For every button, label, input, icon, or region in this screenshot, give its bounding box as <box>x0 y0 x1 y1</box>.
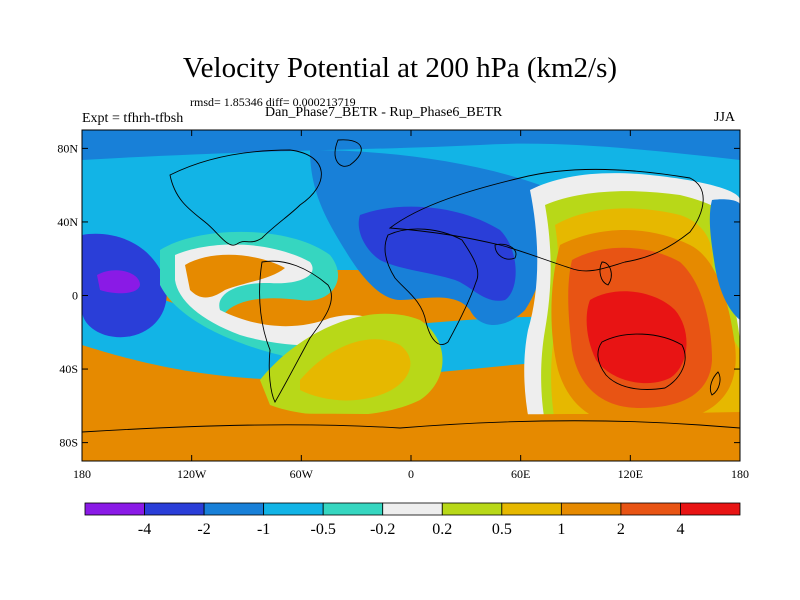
colorbar-label: 0.2 <box>432 521 452 538</box>
colorbar-swatch <box>620 502 681 516</box>
field-eastpac-max <box>185 254 285 298</box>
coast-new-zealand <box>709 371 721 396</box>
colorbar-swatch <box>560 502 622 516</box>
stats-label: rmsd= 1.85346 diff= 0.000213719 <box>190 95 356 109</box>
coast-south-america <box>259 260 332 403</box>
colorbar: -4 -2 -1 -0.5 -0.2 0.2 0.5 1 2 4 <box>84 502 741 538</box>
y-tick-label: 40N <box>57 215 78 229</box>
colorbar-label: -1 <box>257 521 270 538</box>
colorbar-label: -2 <box>197 521 210 538</box>
colorbar-swatch <box>441 502 503 516</box>
coast-greenland <box>334 139 362 167</box>
x-tick-label: 60E <box>511 467 530 481</box>
colorbar-label: 0.5 <box>492 521 512 538</box>
experiment-label: Expt = tfhrh-tfbsh <box>82 111 184 126</box>
coast-eurasia <box>388 168 704 272</box>
axis-ticks: 180 120W 60W 0 60E 120E 180 80N 40N 0 40S 80S <box>57 130 749 481</box>
coast-africa <box>384 228 479 345</box>
season-label: JJA <box>714 110 736 125</box>
colorbar-label: 4 <box>676 521 684 538</box>
velocity-potential-field <box>82 130 740 461</box>
field-eurasia-low <box>358 206 516 301</box>
colorbar-swatch <box>680 502 741 516</box>
coast-north-america <box>169 149 322 246</box>
field-indopac-red <box>586 291 687 384</box>
field-dateline-blue <box>709 199 740 320</box>
field-arctic-blue <box>82 130 740 160</box>
colorbar-label: -0.2 <box>370 521 395 538</box>
x-tick-label: 60W <box>290 467 314 481</box>
field-atlantic-yellow <box>300 339 411 401</box>
colorbar-swatch <box>382 502 443 516</box>
y-tick-label: 80N <box>57 141 78 155</box>
coast-arabia <box>494 243 517 260</box>
x-tick-label: 0 <box>408 467 414 481</box>
x-tick-label: 120E <box>618 467 643 481</box>
colorbar-swatch <box>144 502 205 516</box>
x-tick-label: 180 <box>731 467 749 481</box>
colorbar-swatch <box>84 502 145 516</box>
colorbar-label: -4 <box>138 521 151 538</box>
colorbar-swatch <box>501 502 562 516</box>
colorbar-swatch <box>263 502 324 516</box>
coast-antarctica <box>82 420 740 433</box>
colorbar-swatch <box>203 502 265 516</box>
coast-australia <box>597 333 686 390</box>
map-title: Velocity Potential at 200 hPa (km2/s) <box>182 52 618 84</box>
field-antarctic-band <box>82 412 740 461</box>
field-pacific-min <box>97 270 140 294</box>
y-tick-label: 40S <box>59 362 78 376</box>
coastlines <box>82 139 740 433</box>
x-tick-label: 180 <box>73 467 91 481</box>
colorbar-swatch <box>322 502 384 516</box>
y-tick-label: 0 <box>72 289 78 303</box>
x-tick-label: 120W <box>177 467 207 481</box>
colorbar-label: 1 <box>557 521 565 538</box>
coast-sea-islands <box>599 261 612 286</box>
colorbar-label: -0.5 <box>311 521 336 538</box>
y-tick-label: 80S <box>59 436 78 450</box>
colorbar-label: 2 <box>617 521 625 538</box>
difference-label: Dan_Phase7_BETR - Rup_Phase6_BETR <box>265 105 503 120</box>
